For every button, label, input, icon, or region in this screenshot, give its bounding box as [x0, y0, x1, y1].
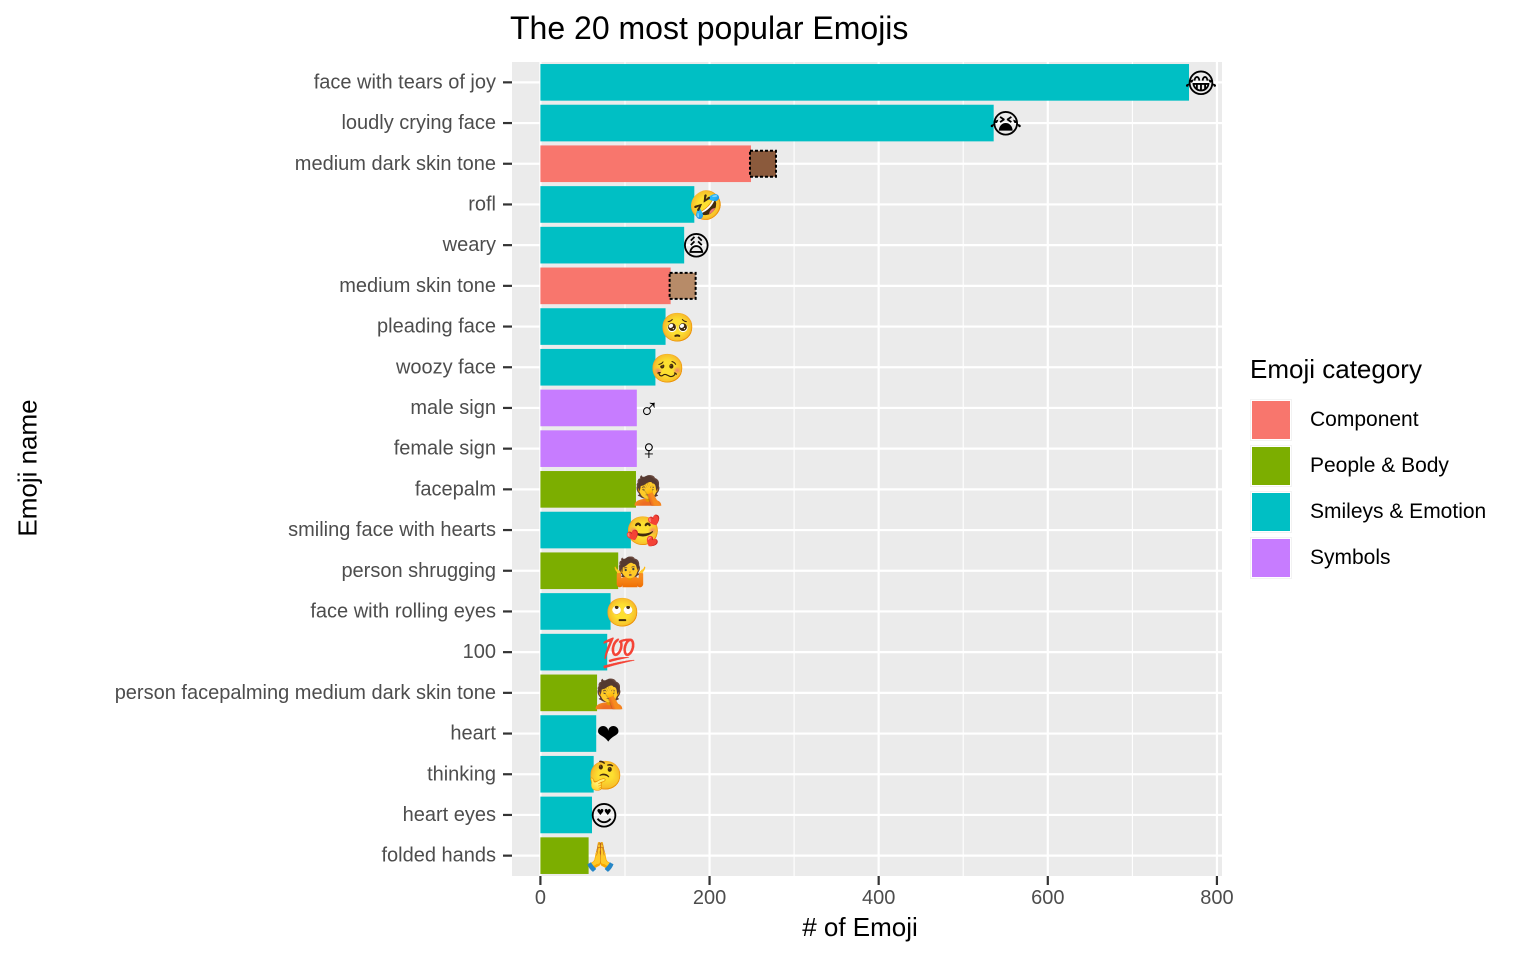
bar [540, 389, 637, 427]
person-shrugging-icon: 🤷 [613, 554, 648, 588]
bar [540, 633, 608, 671]
bar [540, 511, 631, 549]
bar [540, 796, 592, 834]
woozy-face-icon: 🥴 [650, 353, 685, 384]
legend-item: Symbols [1250, 535, 1486, 581]
medium-skin-tone-swatch-icon [668, 271, 697, 300]
legend-label: Symbols [1310, 546, 1391, 569]
x-tick-label: 800 [1200, 887, 1233, 909]
legend-key [1250, 491, 1292, 533]
x-tick-label: 600 [1031, 887, 1064, 909]
bar [540, 471, 636, 508]
chart-title: The 20 most popular Emojis [510, 10, 909, 46]
female-sign-icon: ♀ [638, 434, 659, 465]
y-tick-label: face with rolling eyes [310, 600, 496, 622]
legend-swatch [1251, 446, 1291, 486]
bar [540, 186, 695, 223]
legend-item: People & Body [1250, 443, 1486, 489]
pleading-face-icon: 🥺 [660, 312, 695, 343]
smiling-face-with-hearts-icon: 🥰 [625, 514, 660, 548]
legend-title: Emoji category [1250, 354, 1422, 384]
y-tick-label: smiling face with hearts [288, 519, 496, 541]
loudly-crying-face-icon: 😭 [989, 109, 1022, 140]
y-tick-label: heart eyes [403, 804, 496, 826]
y-tick-label: 100 [463, 641, 496, 663]
weary-face-icon: 😩 [682, 231, 711, 262]
y-tick-label: loudly crying face [341, 112, 496, 134]
bar [540, 104, 994, 142]
legend: Emoji category Component People & Body Smi… [1250, 354, 1486, 581]
plot-panel [512, 62, 1222, 876]
red-heart-icon: ❤ [596, 719, 619, 750]
y-tick-label: woozy face [395, 356, 496, 378]
bar [540, 430, 637, 467]
legend-key [1250, 537, 1292, 579]
legend-item: Component [1250, 397, 1486, 443]
medium-dark-skin-tone-swatch-icon [748, 149, 777, 178]
bar [540, 145, 751, 183]
y-tick-label: female sign [394, 438, 496, 460]
bar [540, 715, 597, 752]
y-tick-label: male sign [410, 397, 496, 419]
y-tick-label: heart [450, 723, 496, 745]
y-tick-label: person shrugging [341, 560, 496, 582]
bar [540, 674, 598, 712]
person-facepalming-dark-icon: 🤦 [592, 676, 627, 710]
face-with-tears-of-joy-icon: 😂 [1185, 68, 1218, 99]
legend-label: Component [1310, 408, 1419, 431]
legend-key [1250, 399, 1292, 441]
y-tick-label: face with tears of joy [314, 71, 496, 93]
face-with-rolling-eyes-icon: 🙄 [605, 597, 640, 628]
legend-swatch [1251, 538, 1291, 578]
bar [540, 593, 611, 630]
x-tick-label: 400 [862, 887, 895, 909]
legend-swatch [1251, 492, 1291, 532]
y-tick-label: folded hands [381, 845, 496, 867]
y-tick-label: person facepalming medium dark skin tone [115, 682, 496, 704]
y-tick-label: medium skin tone [339, 275, 496, 297]
thinking-face-icon: 🤔 [588, 760, 623, 792]
heart-eyes-icon: 😍 [589, 800, 618, 831]
x-tick-label: 0 [535, 887, 546, 909]
y-tick-label: medium dark skin tone [295, 153, 496, 175]
rofl-icon: 🤣 [688, 189, 724, 223]
bar [540, 226, 685, 264]
bar [540, 308, 666, 345]
facepalm-icon: 🤦 [631, 473, 666, 507]
legend-items: Component People & Body Smileys & Emotion S… [1250, 397, 1486, 581]
y-tick-label: rofl [468, 193, 496, 215]
legend-swatch [1251, 400, 1291, 440]
bar [540, 837, 589, 874]
folded-hands-icon: 🙏 [583, 841, 618, 873]
bar [540, 552, 619, 590]
x-axis-title: # of Emoji [802, 912, 918, 942]
bar [540, 755, 594, 793]
legend-key [1250, 445, 1292, 487]
y-tick-label: thinking [427, 763, 496, 785]
hundred-points-icon: 💯 [602, 637, 637, 670]
bar [540, 267, 671, 305]
legend-label: Smileys & Emotion [1310, 500, 1487, 523]
legend-item: Smileys & Emotion [1250, 489, 1486, 535]
bar [540, 348, 656, 386]
bar [540, 64, 1190, 101]
x-tick-label: 200 [693, 887, 726, 909]
male-sign-icon: ♂ [638, 393, 659, 424]
legend-label: People & Body [1310, 454, 1449, 477]
y-tick-label: pleading face [377, 316, 496, 338]
y-tick-label: weary [442, 234, 496, 256]
y-tick-label: facepalm [415, 478, 496, 500]
